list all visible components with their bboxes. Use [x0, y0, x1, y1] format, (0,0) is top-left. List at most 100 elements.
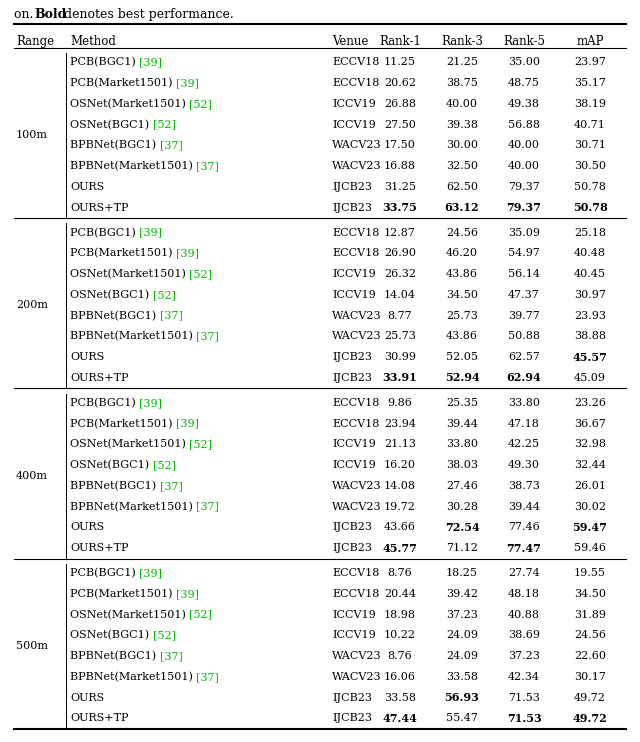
Text: 24.09: 24.09	[446, 651, 478, 661]
Text: 62.94: 62.94	[507, 372, 541, 384]
Text: 40.00: 40.00	[446, 99, 478, 109]
Text: 47.44: 47.44	[383, 713, 417, 724]
Text: 59.46: 59.46	[574, 543, 606, 554]
Text: 59.47: 59.47	[573, 522, 607, 533]
Text: 31.89: 31.89	[574, 610, 606, 620]
Text: OSNet(Market1501): OSNet(Market1501)	[70, 609, 189, 620]
Text: 33.80: 33.80	[446, 439, 478, 450]
Text: 25.73: 25.73	[446, 311, 478, 321]
Text: 40.45: 40.45	[574, 269, 606, 279]
Text: [39]: [39]	[140, 398, 163, 408]
Text: 50.78: 50.78	[574, 182, 606, 192]
Text: 32.44: 32.44	[574, 460, 606, 470]
Text: [52]: [52]	[189, 439, 212, 450]
Text: 39.44: 39.44	[446, 418, 478, 429]
Text: Range: Range	[16, 35, 54, 48]
Text: 50.88: 50.88	[508, 332, 540, 341]
Text: 45.09: 45.09	[574, 373, 606, 383]
Text: 8.76: 8.76	[388, 568, 412, 578]
Text: denotes best performance.: denotes best performance.	[60, 8, 234, 21]
Text: ICCV19: ICCV19	[332, 290, 376, 300]
Text: 33.75: 33.75	[383, 203, 417, 213]
Text: ECCV18: ECCV18	[332, 228, 380, 237]
Text: BPBNet(Market1501): BPBNet(Market1501)	[70, 502, 196, 512]
Text: OSNet(BGC1): OSNet(BGC1)	[70, 460, 152, 470]
Text: [37]: [37]	[159, 140, 182, 151]
Text: 45.57: 45.57	[573, 352, 607, 363]
Text: [39]: [39]	[176, 249, 199, 258]
Text: 77.47: 77.47	[507, 542, 541, 554]
Text: 30.97: 30.97	[574, 290, 606, 300]
Text: 23.93: 23.93	[574, 311, 606, 321]
Text: 37.23: 37.23	[446, 610, 478, 620]
Text: [37]: [37]	[159, 311, 182, 321]
Text: ECCV18: ECCV18	[332, 78, 380, 88]
Text: [52]: [52]	[152, 119, 175, 130]
Text: 39.42: 39.42	[446, 589, 478, 599]
Text: 56.88: 56.88	[508, 119, 540, 130]
Text: 56.14: 56.14	[508, 269, 540, 279]
Text: ECCV18: ECCV18	[332, 249, 380, 258]
Text: OURS: OURS	[70, 522, 104, 533]
Text: WACV23: WACV23	[332, 672, 381, 682]
Text: 52.94: 52.94	[445, 372, 479, 384]
Text: 62.57: 62.57	[508, 352, 540, 362]
Text: [37]: [37]	[159, 651, 182, 661]
Text: [39]: [39]	[176, 589, 199, 599]
Text: 26.01: 26.01	[574, 481, 606, 491]
Text: 47.18: 47.18	[508, 418, 540, 429]
Text: IJCB23: IJCB23	[332, 522, 372, 533]
Text: 30.02: 30.02	[574, 502, 606, 512]
Text: 48.75: 48.75	[508, 78, 540, 88]
Text: [52]: [52]	[189, 269, 212, 279]
Text: 40.00: 40.00	[508, 140, 540, 151]
Text: WACV23: WACV23	[332, 651, 381, 661]
Text: OSNet(Market1501): OSNet(Market1501)	[70, 269, 189, 279]
Text: on.: on.	[14, 8, 37, 21]
Text: PCB(BGC1): PCB(BGC1)	[70, 57, 140, 68]
Text: 46.20: 46.20	[446, 249, 478, 258]
Text: 24.09: 24.09	[446, 631, 478, 640]
Text: 54.97: 54.97	[508, 249, 540, 258]
Text: 400m: 400m	[16, 470, 48, 481]
Text: 40.71: 40.71	[574, 119, 606, 130]
Text: IJCB23: IJCB23	[332, 352, 372, 362]
Text: mAP: mAP	[576, 35, 604, 48]
Text: 30.50: 30.50	[574, 161, 606, 171]
Text: OSNet(Market1501): OSNet(Market1501)	[70, 439, 189, 450]
Text: WACV23: WACV23	[332, 140, 381, 151]
Text: [37]: [37]	[196, 672, 220, 682]
Text: 71.12: 71.12	[446, 543, 478, 554]
Text: 62.50: 62.50	[446, 182, 478, 192]
Text: 25.35: 25.35	[446, 398, 478, 408]
Text: IJCB23: IJCB23	[332, 543, 372, 554]
Text: 12.87: 12.87	[384, 228, 416, 237]
Text: 16.06: 16.06	[384, 672, 416, 682]
Text: 50.78: 50.78	[573, 203, 607, 213]
Text: [52]: [52]	[152, 460, 175, 470]
Text: 100m: 100m	[16, 130, 48, 140]
Text: 63.12: 63.12	[445, 203, 479, 213]
Text: 32.98: 32.98	[574, 439, 606, 450]
Text: 42.25: 42.25	[508, 439, 540, 450]
Text: 38.19: 38.19	[574, 99, 606, 109]
Text: WACV23: WACV23	[332, 502, 381, 512]
Text: 55.47: 55.47	[446, 714, 478, 723]
Text: WACV23: WACV23	[332, 311, 381, 321]
Text: ECCV18: ECCV18	[332, 418, 380, 429]
Text: PCB(BGC1): PCB(BGC1)	[70, 398, 140, 408]
Text: 56.93: 56.93	[445, 692, 479, 703]
Text: ICCV19: ICCV19	[332, 99, 376, 109]
Text: 38.69: 38.69	[508, 631, 540, 640]
Text: BPBNet(BGC1): BPBNet(BGC1)	[70, 310, 159, 321]
Text: 30.17: 30.17	[574, 672, 606, 682]
Text: [39]: [39]	[140, 568, 163, 578]
Text: 39.38: 39.38	[446, 119, 478, 130]
Text: 24.56: 24.56	[574, 631, 606, 640]
Text: 71.53: 71.53	[508, 693, 540, 703]
Text: 21.13: 21.13	[384, 439, 416, 450]
Text: [37]: [37]	[159, 481, 182, 491]
Text: [52]: [52]	[189, 99, 212, 109]
Text: Bold: Bold	[34, 8, 67, 21]
Text: OURS: OURS	[70, 182, 104, 192]
